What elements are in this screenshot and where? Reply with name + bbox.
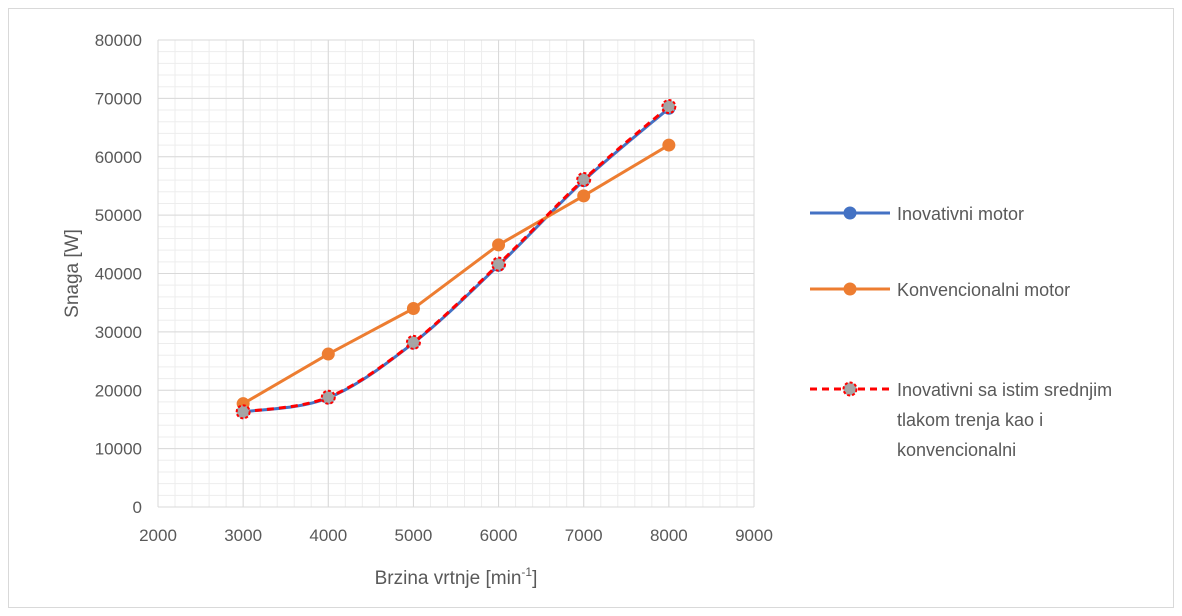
x-tick-label: 4000 xyxy=(309,526,347,545)
series-line-2 xyxy=(241,143,671,406)
series-lines xyxy=(241,105,671,414)
legend-label: Inovativni sa istim srednjim xyxy=(897,380,1112,400)
x-axis-title-main: Brzina vrtnje [min xyxy=(375,568,522,589)
y-tick-labels: 0 10000 20000 30000 40000 50000 60000 70000 8000… xyxy=(95,31,142,517)
legend-marker-3 xyxy=(842,381,858,397)
x-tick-label: 2000 xyxy=(139,526,177,545)
data-point-series-3 xyxy=(576,172,592,188)
y-tick-label: 20000 xyxy=(95,381,142,400)
y-tick-label: 10000 xyxy=(95,440,142,459)
gridlines xyxy=(157,39,755,508)
x-tick-label: 7000 xyxy=(565,526,603,545)
legend-marker-2 xyxy=(843,282,857,296)
data-point-series-3 xyxy=(235,404,251,420)
x-axis-title: Brzina vrtnje [min-1] xyxy=(375,565,538,589)
y-tick-label: 80000 xyxy=(95,31,142,50)
y-tick-label: 70000 xyxy=(95,89,142,108)
x-tick-label: 9000 xyxy=(735,526,773,545)
x-tick-label: 8000 xyxy=(650,526,688,545)
y-axis-title: Snaga [W] xyxy=(62,229,83,318)
legend-label: konvencionalni xyxy=(897,440,1016,460)
y-tick-label: 0 xyxy=(133,498,142,517)
data-point-series-2 xyxy=(321,347,335,361)
x-tick-label: 6000 xyxy=(480,526,518,545)
data-point-series-3 xyxy=(405,334,421,350)
chart-frame xyxy=(8,8,1174,608)
y-tick-label: 50000 xyxy=(95,206,142,225)
x-tick-label: 5000 xyxy=(395,526,433,545)
y-tick-label: 30000 xyxy=(95,323,142,342)
x-tick-label: 3000 xyxy=(224,526,262,545)
x-tick-labels: 2000 3000 4000 5000 6000 7000 8000 9000 xyxy=(139,526,773,545)
y-tick-label: 40000 xyxy=(95,265,142,284)
legend-label: tlakom trenja kao i xyxy=(897,410,1043,430)
x-axis-title-superscript: -1 xyxy=(521,565,532,579)
series-markers xyxy=(235,99,677,420)
data-point-series-3 xyxy=(320,389,336,405)
x-axis-title-suffix: ] xyxy=(532,568,537,589)
legend-marker-1 xyxy=(843,206,857,220)
data-point-series-2 xyxy=(577,189,591,203)
data-point-series-3 xyxy=(491,256,507,272)
y-tick-label: 60000 xyxy=(95,148,142,167)
legend: Inovativni motor Konvencionalni motor Inov… xyxy=(810,204,1112,460)
legend-label: Inovativni motor xyxy=(897,204,1024,224)
data-point-series-2 xyxy=(492,238,506,252)
data-point-series-2 xyxy=(406,302,420,316)
data-point-series-3 xyxy=(661,99,677,115)
data-point-series-2 xyxy=(662,138,676,152)
series-line-3 xyxy=(242,105,670,414)
legend-label: Konvencionalni motor xyxy=(897,280,1070,300)
